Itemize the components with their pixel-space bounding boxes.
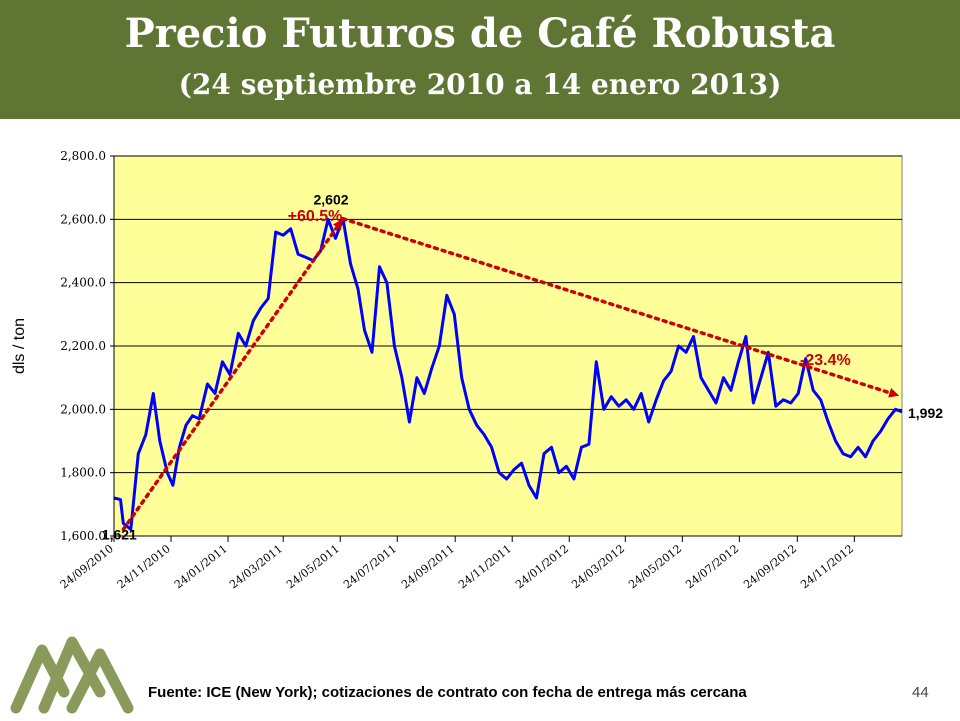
logo bbox=[8, 628, 138, 721]
annotation-label: +60.5% bbox=[288, 208, 343, 225]
x-tick-label: 24/09/2010 bbox=[58, 542, 116, 591]
annotation-label: -23.4% bbox=[800, 352, 851, 369]
header-bar: Precio Futuros de Café Robusta (24 septi… bbox=[0, 0, 960, 119]
y-tick-label: 2,800.0 bbox=[60, 149, 106, 163]
trend-arrow bbox=[341, 216, 900, 398]
x-tick-label: 24/01/2012 bbox=[513, 542, 571, 591]
x-tick-label: 24/05/2012 bbox=[626, 542, 684, 591]
x-tick-label: 24/09/2012 bbox=[741, 542, 799, 591]
page-number: 44 bbox=[912, 684, 929, 701]
x-tick-label: 24/05/2011 bbox=[284, 542, 342, 591]
x-tick-label: 24/09/2011 bbox=[399, 542, 457, 591]
y-tick-label: 2,000.0 bbox=[60, 402, 106, 416]
x-tick-label: 24/11/2010 bbox=[115, 542, 173, 591]
x-tick-label: 24/03/2011 bbox=[227, 542, 285, 591]
y-tick-label: 1,600.0 bbox=[60, 529, 106, 543]
y-tick-label: 2,400.0 bbox=[60, 276, 106, 290]
data-label: 1,621 bbox=[102, 526, 137, 542]
data-label: 2,602 bbox=[313, 192, 348, 208]
page-subtitle: (24 septiembre 2010 a 14 enero 2013) bbox=[178, 68, 782, 101]
source-note: Fuente: ICE (New York); cotizaciones de … bbox=[148, 684, 747, 701]
x-tick-label: 24/11/2011 bbox=[456, 542, 514, 591]
x-tick-label: 24/03/2012 bbox=[569, 542, 627, 591]
x-tick-label: 24/07/2012 bbox=[683, 542, 741, 591]
logo-mark bbox=[10, 636, 134, 714]
y-tick-label: 1,800.0 bbox=[60, 466, 106, 480]
y-tick-label: 2,200.0 bbox=[60, 339, 106, 353]
data-label: 1,992 bbox=[908, 405, 943, 421]
page-title: Precio Futuros de Café Robusta bbox=[124, 10, 836, 57]
price-series-line bbox=[113, 217, 903, 531]
y-tick-label: 2,600.0 bbox=[60, 212, 106, 226]
trend-arrow bbox=[121, 219, 343, 532]
x-tick-label: 24/01/2011 bbox=[172, 542, 230, 591]
x-tick-label: 24/07/2011 bbox=[341, 542, 399, 591]
y-axis-title: dls / ton bbox=[11, 318, 28, 374]
price-chart: 1,600.0 1,800.0 2,000.0 2,200.0 2,400.0 2,600… bbox=[11, 149, 943, 591]
x-tick-label: 24/11/2012 bbox=[798, 542, 856, 591]
